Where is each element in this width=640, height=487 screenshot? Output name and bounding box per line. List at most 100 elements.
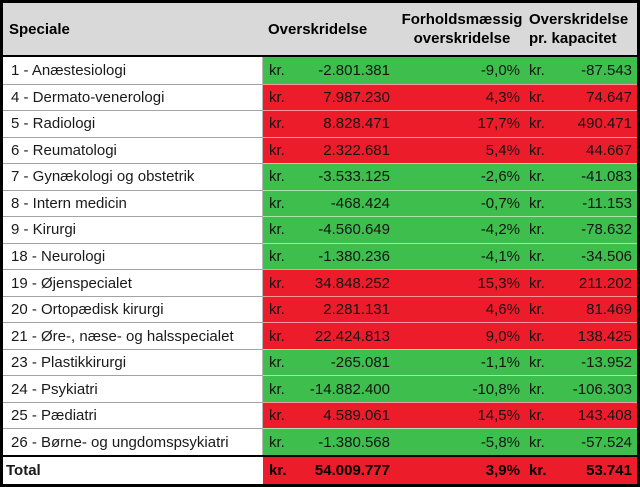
overskridelse-cell[interactable]: kr. 7.987.230 — [263, 83, 400, 111]
header-pr-kapacitet-label: Overskridelse pr. kapacitet — [529, 10, 629, 48]
speciale-label: 19 - Øjenspecialet — [11, 274, 132, 292]
per-capacity-cell[interactable]: kr. 138.425 — [524, 322, 637, 349]
pct-cell[interactable]: 14,5% — [400, 401, 524, 429]
table-body: 1 - Anæstesiologi kr. -2.801.381 -9,0% k… — [3, 57, 637, 455]
pct-cell[interactable]: -1,1% — [400, 348, 524, 376]
overskridelse-cell[interactable]: kr. -2.801.381 — [263, 57, 400, 84]
pct-cell[interactable]: -4,2% — [400, 216, 524, 243]
speciale-cell[interactable]: 20 - Ortopædisk kirurgi — [3, 295, 263, 323]
overskridelse-value: 2.281.131 — [323, 301, 390, 319]
speciale-cell[interactable]: 6 - Reumatologi — [3, 136, 263, 164]
speciale-cell[interactable]: 7 - Gynækologi og obstetrik — [3, 163, 263, 190]
header-overskridelse-label: Overskridelse — [268, 20, 368, 38]
overskridelse-value: 22.424.813 — [314, 327, 390, 345]
overskridelse-cell[interactable]: kr. -3.533.125 — [263, 163, 400, 190]
total-overskridelse-cell[interactable]: kr. 54.009.777 — [263, 457, 400, 484]
overskridelse-cell[interactable]: kr. 4.589.061 — [263, 401, 400, 429]
currency-label: kr. — [529, 327, 545, 345]
speciale-label: 9 - Kirurgi — [11, 221, 77, 239]
overskridelse-cell[interactable]: kr. -468.424 — [263, 189, 400, 217]
speciale-cell[interactable]: 18 - Neurologi — [3, 242, 263, 270]
speciale-label: 7 - Gynækologi og obstetrik — [11, 168, 195, 186]
per-capacity-value: -106.303 — [572, 380, 632, 398]
overskridelse-cell[interactable]: kr. -1.380.236 — [263, 242, 400, 270]
pct-cell[interactable]: 5,4% — [400, 136, 524, 164]
total-label-cell[interactable]: Total — [3, 457, 263, 484]
header-speciale[interactable]: Speciale — [3, 3, 263, 55]
per-capacity-cell[interactable]: kr. -57.524 — [524, 428, 637, 455]
overskridelse-value: -468.424 — [330, 194, 390, 212]
pct-cell[interactable]: 4,6% — [400, 295, 524, 323]
overskridelse-cell[interactable]: kr. 2.322.681 — [263, 136, 400, 164]
overskridelse-cell[interactable]: kr. 8.828.471 — [263, 110, 400, 137]
speciale-cell[interactable]: 9 - Kirurgi — [3, 216, 263, 243]
table-header-row: Speciale Overskridelse Forholdsmæssig ov… — [3, 3, 637, 57]
per-capacity-cell[interactable]: kr. 211.202 — [524, 269, 637, 296]
total-pct-cell[interactable]: 3,9% — [400, 457, 524, 484]
header-overskridelse[interactable]: Overskridelse — [263, 3, 400, 55]
pct-cell[interactable]: 4,3% — [400, 83, 524, 111]
pct-value: 4,3% — [485, 88, 520, 106]
overskridelse-value: 34.848.252 — [314, 274, 390, 292]
overskridelse-cell[interactable]: kr. 2.281.131 — [263, 295, 400, 323]
pct-cell[interactable]: -2,6% — [400, 163, 524, 190]
per-capacity-cell[interactable]: kr. 74.647 — [524, 83, 637, 111]
header-speciale-label: Speciale — [9, 20, 70, 38]
speciale-cell[interactable]: 26 - Børne- og ungdomspsykiatri — [3, 428, 263, 455]
per-capacity-cell[interactable]: kr. 490.471 — [524, 110, 637, 137]
overskridelse-value: -1.380.236 — [318, 247, 390, 265]
overskridelse-cell[interactable]: kr. -14.882.400 — [263, 375, 400, 402]
overskridelse-value: -2.801.381 — [318, 61, 390, 79]
pct-cell[interactable]: -10,8% — [400, 375, 524, 402]
table-row: 5 - Radiologi kr. 8.828.471 17,7% kr. 49… — [3, 110, 637, 137]
total-per-capacity-cell[interactable]: kr. 53.741 — [524, 457, 637, 484]
currency-label: kr. — [269, 274, 285, 292]
pct-value: -4,2% — [480, 221, 520, 239]
per-capacity-cell[interactable]: kr. 81.469 — [524, 295, 637, 323]
overskridelse-value: 4.589.061 — [323, 407, 390, 425]
speciale-cell[interactable]: 5 - Radiologi — [3, 110, 263, 137]
speciale-label: 21 - Øre-, næse- og halsspecialet — [11, 327, 234, 345]
currency-label: kr. — [529, 354, 545, 372]
speciale-cell[interactable]: 1 - Anæstesiologi — [3, 57, 263, 84]
overskridelse-cell[interactable]: kr. 22.424.813 — [263, 322, 400, 349]
per-capacity-cell[interactable]: kr. -34.506 — [524, 242, 637, 270]
table-row: 4 - Dermato-venerologi kr. 7.987.230 4,3… — [3, 83, 637, 111]
pct-value: 17,7% — [477, 115, 520, 133]
per-capacity-cell[interactable]: kr. -11.153 — [524, 189, 637, 217]
per-capacity-cell[interactable]: kr. -87.543 — [524, 57, 637, 84]
overskridelse-cell[interactable]: kr. -1.380.568 — [263, 428, 400, 455]
pct-cell[interactable]: 17,7% — [400, 110, 524, 137]
header-forholdsmaessig-label: Forholdsmæssig overskridelse — [401, 10, 523, 48]
currency-label: kr. — [529, 141, 545, 159]
pct-cell[interactable]: -0,7% — [400, 189, 524, 217]
per-capacity-cell[interactable]: kr. 44.667 — [524, 136, 637, 164]
pct-cell[interactable]: -4,1% — [400, 242, 524, 270]
speciale-cell[interactable]: 19 - Øjenspecialet — [3, 269, 263, 296]
pct-cell[interactable]: 9,0% — [400, 322, 524, 349]
speciale-cell[interactable]: 23 - Plastikkirurgi — [3, 348, 263, 376]
per-capacity-cell[interactable]: kr. 143.408 — [524, 401, 637, 429]
pct-cell[interactable]: 15,3% — [400, 269, 524, 296]
overskridelse-cell[interactable]: kr. 34.848.252 — [263, 269, 400, 296]
per-capacity-cell[interactable]: kr. -13.952 — [524, 348, 637, 376]
table-row: 24 - Psykiatri kr. -14.882.400 -10,8% kr… — [3, 375, 637, 402]
header-overskridelse-pr-kapacitet[interactable]: Overskridelse pr. kapacitet — [524, 3, 637, 55]
overskridelse-value: -4.560.649 — [318, 221, 390, 239]
per-capacity-cell[interactable]: kr. -41.083 — [524, 163, 637, 190]
overskridelse-cell[interactable]: kr. -265.081 — [263, 348, 400, 376]
pct-cell[interactable]: -9,0% — [400, 57, 524, 84]
speciale-cell[interactable]: 24 - Psykiatri — [3, 375, 263, 402]
table-row: 7 - Gynækologi og obstetrik kr. -3.533.1… — [3, 163, 637, 190]
currency-label: kr. — [269, 221, 285, 239]
speciale-cell[interactable]: 8 - Intern medicin — [3, 189, 263, 217]
per-capacity-cell[interactable]: kr. -106.303 — [524, 375, 637, 402]
speciale-cell[interactable]: 4 - Dermato-venerologi — [3, 83, 263, 111]
currency-label: kr. — [529, 61, 545, 79]
header-forholdsmaessig-overskridelse[interactable]: Forholdsmæssig overskridelse — [400, 3, 524, 55]
per-capacity-cell[interactable]: kr. -78.632 — [524, 216, 637, 243]
overskridelse-cell[interactable]: kr. -4.560.649 — [263, 216, 400, 243]
speciale-cell[interactable]: 21 - Øre-, næse- og halsspecialet — [3, 322, 263, 349]
speciale-cell[interactable]: 25 - Pædiatri — [3, 401, 263, 429]
pct-cell[interactable]: -5,8% — [400, 428, 524, 455]
